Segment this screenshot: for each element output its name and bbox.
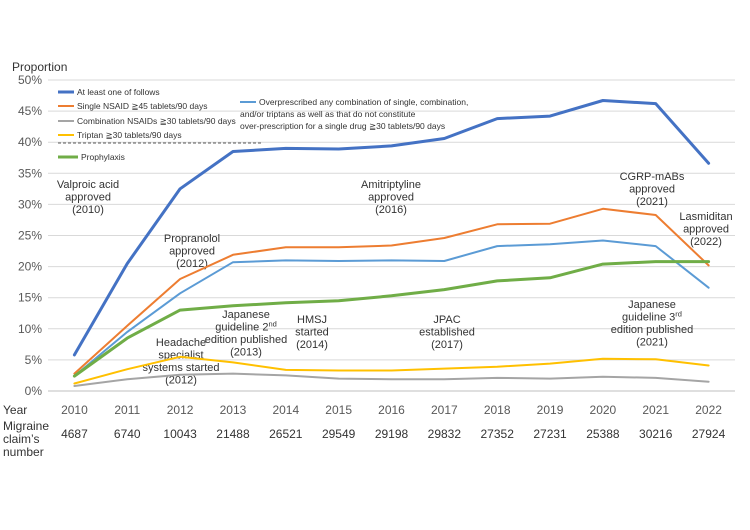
series-line [72, 99, 711, 357]
legend-label: Combination NSAIDs ≧30 tablets/90 days [77, 116, 236, 126]
y-tick-label: 10% [18, 322, 42, 336]
legend-label: Prophylaxis [81, 152, 125, 162]
x-tick-label: 2022 [695, 403, 722, 417]
axis-labels: Proportion Year 2010 4687 2011 6740 2012 10043 2… [3, 60, 726, 459]
claims-count: 25388 [586, 427, 620, 441]
x-tick-label: 2012 [167, 403, 194, 417]
claims-row-label: number [3, 445, 44, 459]
chart-annotation: HMSJ started (2014) [295, 314, 329, 351]
claims-count: 29549 [322, 427, 356, 441]
chart-grid: 0% 5% 10% 15% 20% 25% 30% 35% 40% 45% 50% [18, 73, 735, 398]
y-axis-title: Proportion [12, 60, 67, 74]
y-tick-label: 20% [18, 260, 42, 274]
annotations: Valproic acid approved (2010) Propranolol ap… [57, 171, 733, 387]
x-tick-label: 2017 [431, 403, 458, 417]
claims-count: 27231 [533, 427, 567, 441]
claims-count: 27352 [481, 427, 515, 441]
claims-count: 27924 [692, 427, 726, 441]
y-tick-label: 50% [18, 73, 42, 87]
x-tick-label: 2016 [378, 403, 405, 417]
legend-label: Triptan ≧30 tablets/90 days [77, 130, 182, 140]
y-tick-label: 25% [18, 229, 42, 243]
legend-label: Single NSAID ≧45 tablets/90 days [77, 101, 207, 111]
y-tick-label: 0% [25, 384, 43, 398]
claims-count: 6740 [114, 427, 141, 441]
chart-annotation: Amitriptyline approved (2016) [361, 179, 421, 216]
series-line [72, 260, 711, 378]
claims-count: 4687 [61, 427, 88, 441]
claims-count: 26521 [269, 427, 303, 441]
series-line [73, 372, 710, 387]
legend-label: At least one of follows [77, 87, 160, 97]
claims-count: 30216 [639, 427, 673, 441]
series-line [73, 355, 710, 385]
legend-label: Overprescribed any combination of single… [240, 97, 468, 131]
x-tick-label: 2010 [61, 403, 88, 417]
y-tick-label: 5% [25, 353, 43, 367]
chart-annotation: CGRP-mABs approved (2021) [620, 171, 685, 208]
y-tick-label: 35% [18, 166, 42, 180]
claims-row-label: claim’s [3, 432, 39, 446]
series-lines [72, 99, 711, 387]
y-tick-label: 30% [18, 197, 42, 211]
chart-annotation: Japanese guideline 2nd edition published (2… [205, 309, 288, 359]
chart-annotation: JPAC established (2017) [419, 314, 475, 351]
x-tick-label: 2018 [484, 403, 511, 417]
claims-count: 29198 [375, 427, 409, 441]
claims-count: 10043 [163, 427, 197, 441]
chart-annotation: Valproic acid approved (2010) [57, 179, 119, 216]
x-tick-label: 2011 [114, 403, 140, 417]
x-tick-label: 2013 [220, 403, 247, 417]
x-row-label: Year [3, 403, 27, 417]
x-tick-label: 2019 [537, 403, 564, 417]
x-tick-label: 2014 [272, 403, 299, 417]
y-tick-label: 45% [18, 104, 42, 118]
claims-count: 29832 [428, 427, 462, 441]
claims-count: 21488 [216, 427, 250, 441]
claims-row-label: Migraine [3, 419, 49, 433]
x-tick-label: 2015 [325, 403, 352, 417]
series-line [73, 207, 710, 375]
x-tick-label: 2020 [590, 403, 617, 417]
legend: At least one of follows Single NSAID ≧45 … [58, 87, 468, 162]
chart-annotation: Lasmiditan approved (2022) [679, 211, 732, 248]
x-tick-label: 2021 [642, 403, 669, 417]
series-line [73, 239, 710, 378]
chart-annotation: Japanese guideline 3rd edition published (2… [611, 299, 694, 349]
chart-annotation: Propranolol approved (2012) [164, 233, 220, 270]
y-tick-label: 40% [18, 135, 42, 149]
y-tick-label: 15% [18, 291, 42, 305]
